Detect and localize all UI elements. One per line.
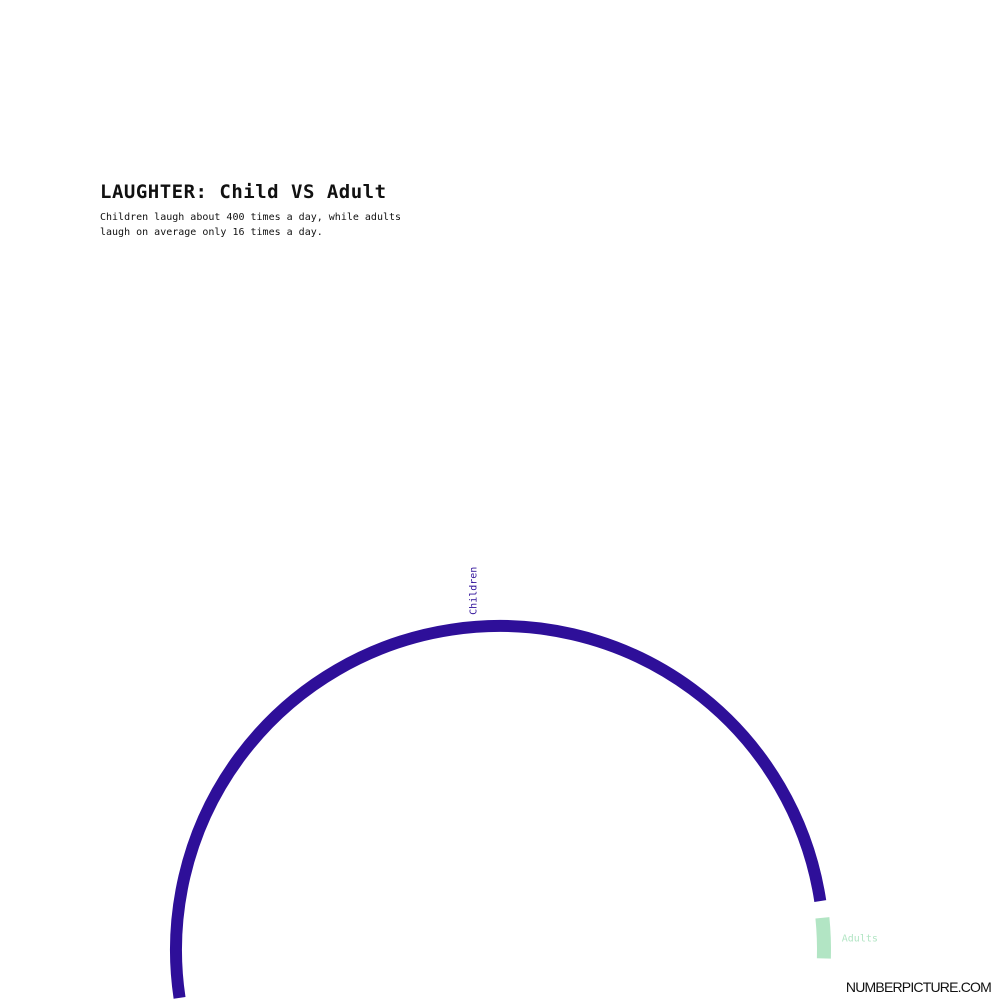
chart-title: LAUGHTER: Child VS Adult bbox=[100, 181, 387, 203]
arc-children bbox=[170, 619, 827, 999]
arc-adults bbox=[815, 917, 831, 959]
label-adults: Adults bbox=[842, 933, 878, 944]
site-credit[interactable]: NUMBERPICTURE.COM bbox=[845, 979, 992, 995]
chart-subtitle: Children laugh about 400 times a day, wh… bbox=[100, 212, 402, 238]
label-children: Children bbox=[469, 567, 480, 615]
